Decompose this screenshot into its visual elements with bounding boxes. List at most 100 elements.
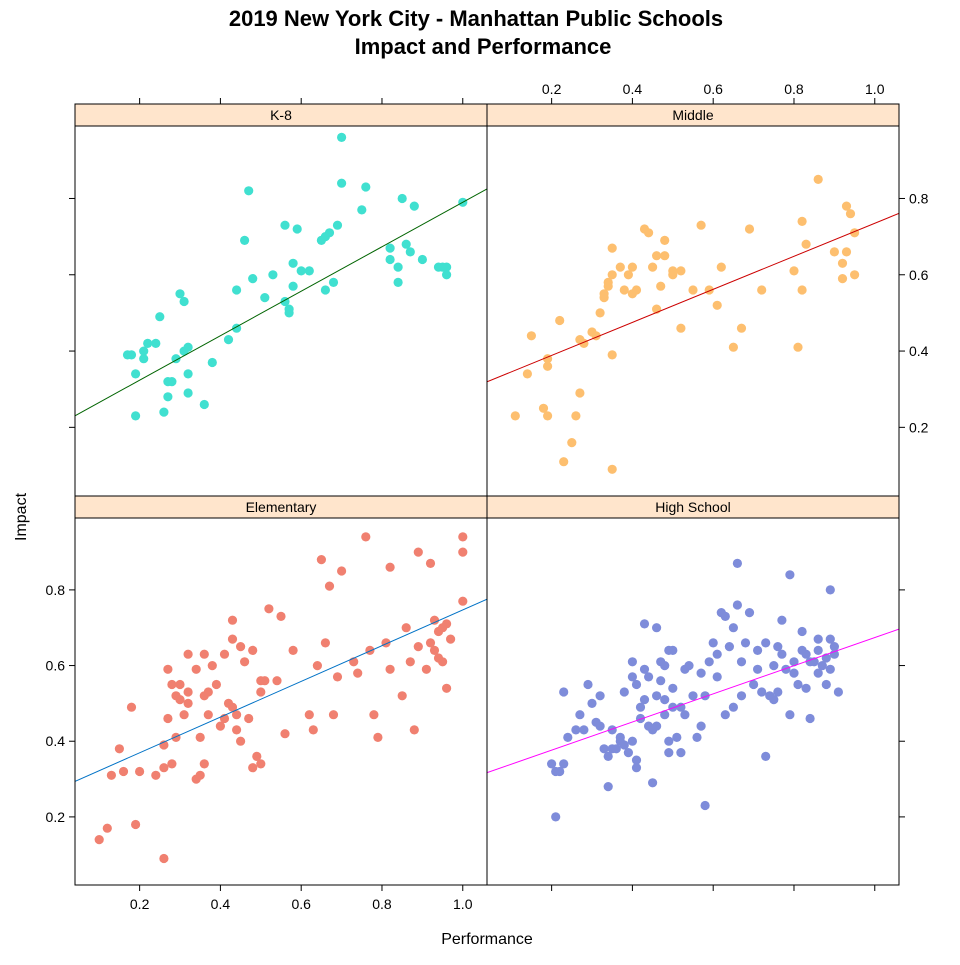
data-point — [425, 558, 436, 569]
data-point — [199, 649, 209, 659]
data-point — [571, 725, 581, 735]
data-point — [369, 710, 379, 720]
chart-subtitle: Impact and Performance — [355, 34, 612, 59]
data-point — [700, 800, 710, 811]
data-point — [668, 270, 678, 280]
data-point — [797, 285, 807, 295]
data-point — [833, 687, 844, 697]
data-point — [227, 702, 238, 712]
data-point — [595, 721, 605, 731]
data-point — [845, 209, 856, 219]
data-point — [163, 713, 173, 724]
data-point — [458, 532, 468, 542]
data-point — [785, 710, 795, 720]
data-point — [195, 770, 205, 780]
data-point — [183, 342, 193, 352]
data-point — [397, 691, 407, 701]
data-point — [575, 388, 585, 398]
data-point — [304, 266, 314, 276]
x-tick-label: 0.8 — [372, 896, 392, 912]
data-point — [635, 702, 646, 712]
data-point — [660, 695, 670, 705]
panel-k-8: K-8 — [74, 103, 488, 497]
y-tick-label: 0.2 — [909, 419, 929, 435]
data-point — [704, 657, 714, 667]
data-point — [304, 710, 314, 720]
data-point — [712, 672, 722, 682]
data-point — [163, 664, 173, 674]
data-point — [167, 759, 177, 769]
strip-label-middle: Middle — [672, 107, 713, 123]
data-point — [753, 645, 763, 656]
chart-title: 2019 New York City - Manhattan Public Sc… — [229, 6, 723, 31]
data-point — [817, 661, 827, 671]
data-point — [623, 270, 634, 280]
data-point — [660, 710, 670, 720]
data-point — [361, 532, 371, 542]
data-point — [821, 679, 831, 690]
data-point — [627, 657, 638, 667]
data-point — [599, 289, 609, 299]
data-point — [425, 638, 436, 648]
data-point — [543, 411, 553, 421]
data-point — [139, 346, 149, 356]
points-high-school — [547, 558, 844, 822]
points-middle — [510, 174, 860, 474]
data-point — [668, 683, 678, 693]
data-point — [656, 676, 666, 686]
data-point — [841, 201, 852, 211]
data-point — [627, 736, 638, 746]
data-point — [599, 744, 609, 754]
data-point — [656, 281, 666, 291]
axes: 0.2 0.4 0.6 0.8 1.0 0.2 0.4 0.6 0.8 1.0 0.2 0.4 0.6 0… — [46, 81, 929, 912]
data-point — [769, 661, 779, 671]
data-point — [163, 392, 173, 402]
data-point — [143, 338, 153, 348]
y-tick-label: 0.4 — [46, 733, 66, 749]
data-point — [102, 823, 112, 833]
data-point — [401, 239, 411, 249]
data-point — [559, 687, 569, 697]
data-point — [615, 262, 625, 272]
data-point — [248, 645, 258, 656]
data-point — [219, 649, 230, 659]
x-tick-label: 1.0 — [453, 896, 473, 912]
data-point — [813, 668, 823, 678]
fit-line-high-school — [487, 628, 899, 774]
data-point — [292, 224, 302, 234]
data-point — [789, 266, 799, 276]
data-point — [781, 664, 791, 674]
data-point — [668, 702, 678, 712]
data-point — [442, 683, 452, 693]
data-point — [664, 748, 674, 758]
data-point — [595, 308, 605, 318]
data-point — [627, 262, 638, 272]
data-point — [660, 661, 670, 671]
data-point — [236, 736, 246, 746]
data-point — [587, 698, 597, 709]
data-point — [619, 687, 629, 697]
data-point — [680, 710, 690, 720]
data-point — [708, 638, 718, 648]
data-point — [223, 335, 234, 345]
data-point — [361, 182, 371, 192]
data-point — [801, 649, 811, 659]
data-point — [716, 262, 726, 272]
data-point — [183, 698, 193, 709]
data-point — [559, 457, 569, 467]
data-point — [240, 235, 250, 245]
points-elementary — [94, 532, 468, 864]
data-point — [777, 615, 787, 625]
data-point — [607, 243, 617, 253]
data-point — [676, 702, 686, 712]
data-point — [761, 638, 771, 648]
data-point — [676, 323, 686, 333]
data-point — [365, 645, 375, 656]
data-point — [308, 725, 318, 735]
data-point — [639, 695, 650, 705]
data-point — [676, 266, 686, 276]
data-point — [631, 755, 642, 765]
data-point — [183, 687, 193, 697]
data-point — [227, 634, 238, 644]
data-point — [272, 676, 282, 686]
